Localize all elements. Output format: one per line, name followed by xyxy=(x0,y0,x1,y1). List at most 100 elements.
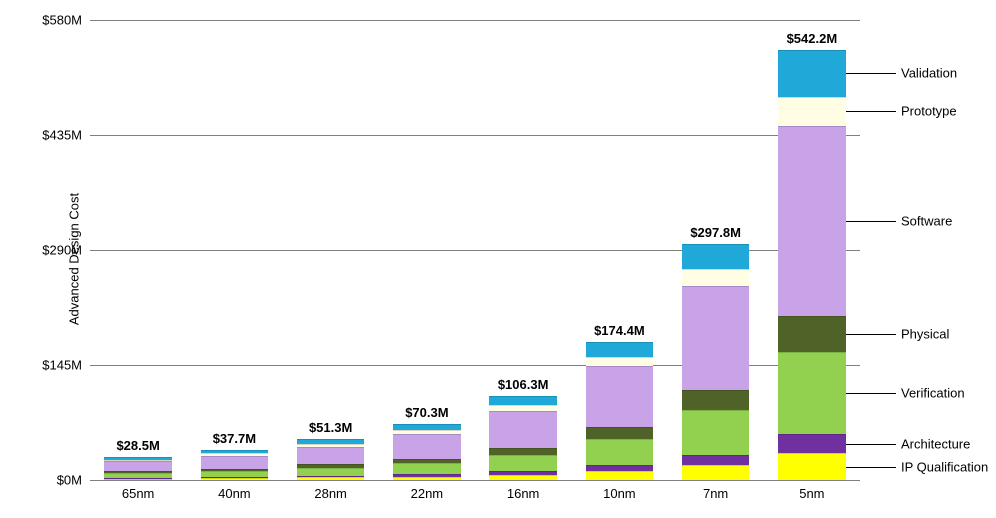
bar-segment xyxy=(586,471,653,480)
bar-segment xyxy=(489,448,556,455)
bar-segment xyxy=(393,434,460,459)
y-axis-label: Advanced Design Cost xyxy=(67,193,82,325)
bar-segment xyxy=(393,459,460,464)
bar-segment xyxy=(489,475,556,480)
x-tick-label: 16nm xyxy=(507,486,540,501)
bar-segment xyxy=(586,342,653,357)
bar-segment xyxy=(489,455,556,471)
x-tick-label: 7nm xyxy=(703,486,728,501)
plot-area: $0M$145M$290M$435M$580M$28.5M$37.7M$51.3… xyxy=(90,20,860,480)
bar-group: $37.7M xyxy=(201,450,268,480)
bar-segment xyxy=(104,457,171,459)
x-tick-label: 22nm xyxy=(411,486,444,501)
y-tick-label: $290M xyxy=(42,243,82,258)
bar-segment xyxy=(393,463,460,474)
x-tick-label: 10nm xyxy=(603,486,636,501)
legend-label: Architecture xyxy=(901,436,970,451)
bar-segment xyxy=(682,244,749,270)
bar-segment xyxy=(778,453,845,480)
bar-segment xyxy=(778,352,845,434)
bar-segment xyxy=(297,468,364,476)
bar-group: $51.3M xyxy=(297,439,364,480)
y-tick-label: $580M xyxy=(42,13,82,28)
bar-total-label: $28.5M xyxy=(116,438,159,453)
bar-segment xyxy=(489,411,556,448)
legend-connector xyxy=(846,73,896,74)
legend-connector xyxy=(846,221,896,222)
x-tick-label: 28nm xyxy=(314,486,347,501)
bar-group: $174.4M xyxy=(586,342,653,480)
legend: ValidationPrototypeSoftwarePhysicalVerif… xyxy=(871,20,996,480)
legend-connector xyxy=(846,467,896,468)
bar-segment xyxy=(682,390,749,410)
bar-group: $542.2M xyxy=(778,50,845,480)
bar-segment xyxy=(201,478,268,480)
bar-segment xyxy=(297,476,364,478)
legend-label: Prototype xyxy=(901,104,957,119)
legend-connector xyxy=(846,334,896,335)
bar-segment xyxy=(778,316,845,353)
y-tick-label: $145M xyxy=(42,358,82,373)
bar-segment xyxy=(393,474,460,476)
x-tick-label: 5nm xyxy=(799,486,824,501)
bar-group: $297.8M xyxy=(682,244,749,480)
bar-total-label: $51.3M xyxy=(309,420,352,435)
bar-total-label: $37.7M xyxy=(213,431,256,446)
legend-label: IP Qualification xyxy=(901,459,988,474)
bar-segment xyxy=(682,465,749,480)
bar-segment xyxy=(586,357,653,367)
bar-segment xyxy=(778,434,845,453)
legend-label: Validation xyxy=(901,66,957,81)
bar-segment xyxy=(393,424,460,430)
bar-segment xyxy=(393,430,460,434)
bar-segment xyxy=(778,50,845,97)
bar-segment xyxy=(778,126,845,315)
bar-total-label: $297.8M xyxy=(690,225,741,240)
bar-segment xyxy=(297,439,364,443)
bar-segment xyxy=(586,366,653,427)
bar-segment xyxy=(297,447,364,465)
x-tick-label: 65nm xyxy=(122,486,155,501)
bar-total-label: $106.3M xyxy=(498,377,549,392)
bar-segment xyxy=(393,477,460,480)
bar-segment xyxy=(104,460,171,462)
gridline xyxy=(90,480,860,481)
bar-group: $28.5M xyxy=(104,457,171,480)
legend-label: Verification xyxy=(901,386,965,401)
bar-total-label: $542.2M xyxy=(787,31,838,46)
bar-group: $106.3M xyxy=(489,396,556,480)
bar-segment xyxy=(489,396,556,405)
bar-segment xyxy=(682,286,749,390)
bar-segment xyxy=(682,410,749,455)
bar-segment xyxy=(104,473,171,477)
bar-segment xyxy=(201,450,268,453)
y-tick-label: $0M xyxy=(57,473,82,488)
y-tick-label: $435M xyxy=(42,128,82,143)
bar-segment xyxy=(682,269,749,285)
legend-label: Software xyxy=(901,213,952,228)
bar-segment xyxy=(778,97,845,127)
bar-segment xyxy=(104,471,171,473)
bar-segment xyxy=(104,478,171,479)
bar-segment xyxy=(104,461,171,471)
legend-connector xyxy=(846,111,896,112)
bar-total-label: $70.3M xyxy=(405,405,448,420)
bar-segment xyxy=(201,456,268,469)
bar-segment xyxy=(489,471,556,475)
bar-segment xyxy=(201,477,268,478)
legend-connector xyxy=(846,393,896,394)
design-cost-chart: Advanced Design Cost $0M $145M $290M $435M $… xyxy=(0,0,996,518)
bar-group: $70.3M xyxy=(393,424,460,480)
bar-segment xyxy=(104,479,171,480)
legend-connector xyxy=(846,444,896,445)
x-tick-label: 40nm xyxy=(218,486,251,501)
bar-total-label: $174.4M xyxy=(594,323,645,338)
bar-segment xyxy=(586,427,653,439)
bar-segment xyxy=(489,405,556,411)
bars-layer: $28.5M $37.7M $51.3M $70.3M $106.3M $174.4M $2… xyxy=(90,20,860,480)
bar-segment xyxy=(682,455,749,465)
bar-segment xyxy=(201,453,268,455)
bar-segment xyxy=(297,444,364,447)
bar-segment xyxy=(297,477,364,480)
bar-segment xyxy=(201,471,268,477)
